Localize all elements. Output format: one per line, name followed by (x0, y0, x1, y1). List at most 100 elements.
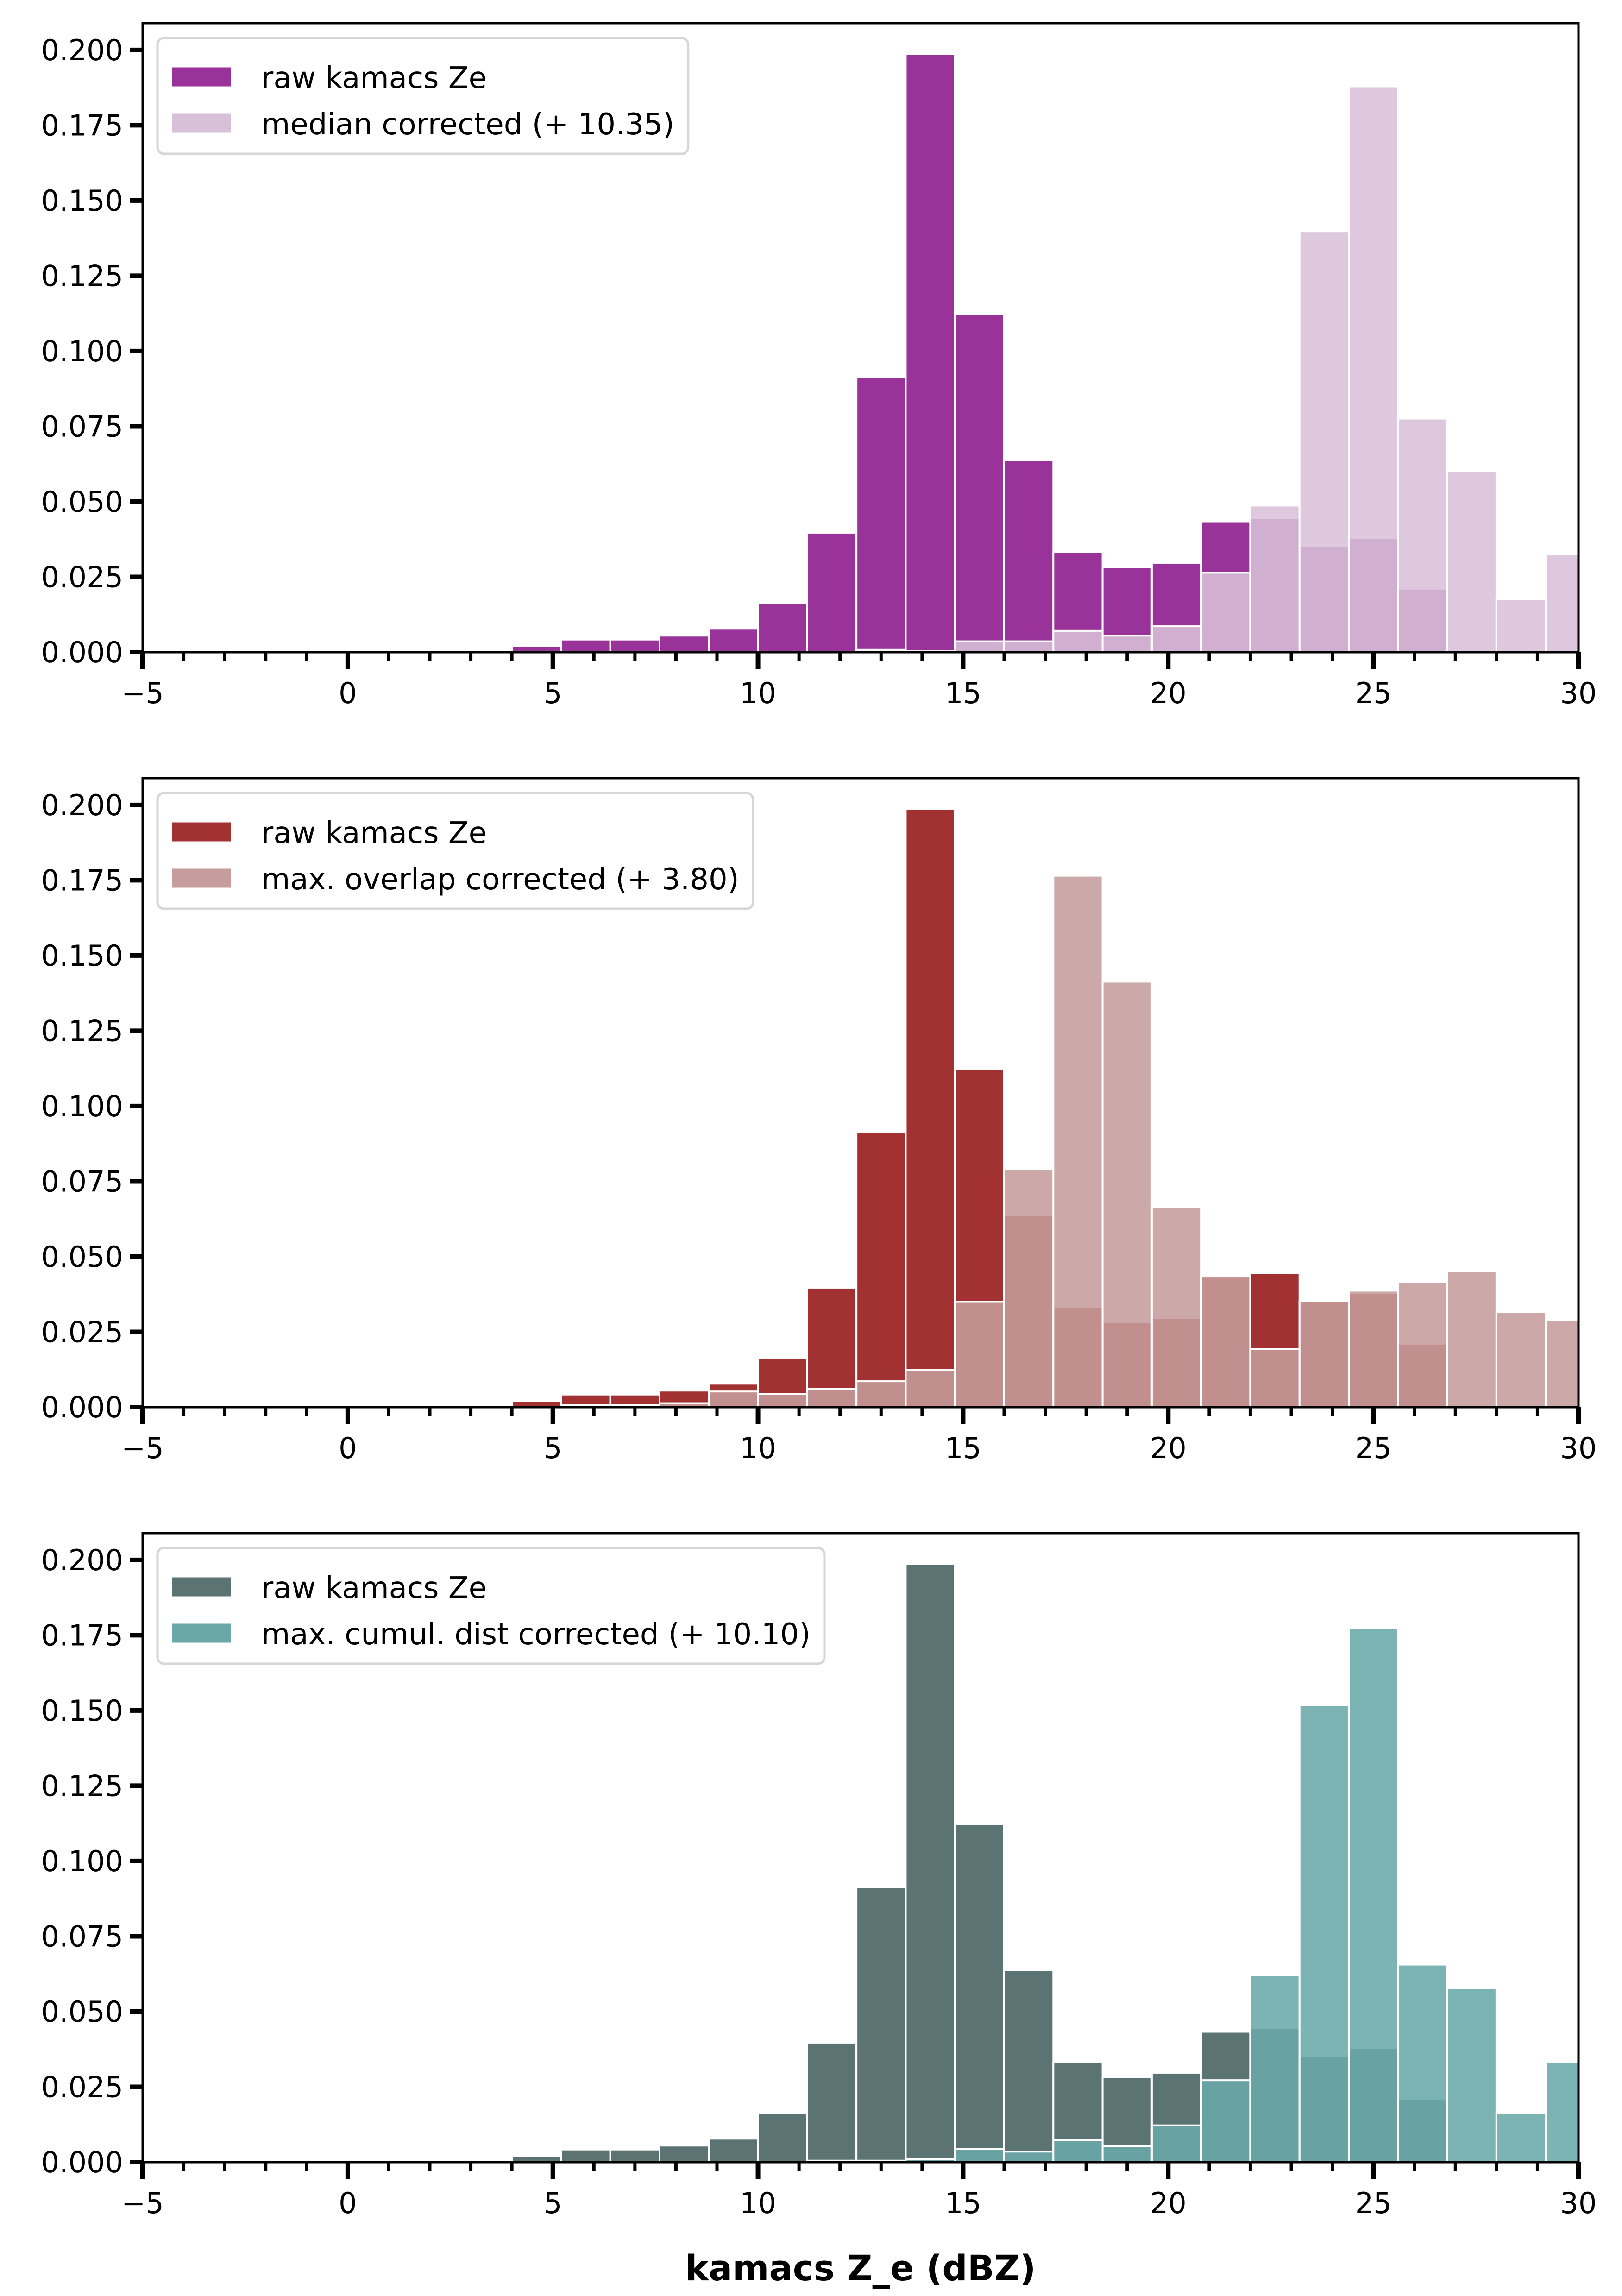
bar-raw (905, 1563, 956, 2162)
bar-raw (708, 628, 759, 652)
y-tick-label: 0.000 (41, 2145, 124, 2179)
bar-corrected (1150, 2124, 1202, 2162)
axis-ticks: −5 0 5 10 15 20 25 30 0.000 0.025 0.050 0.075 0.100 0… (41, 1543, 1597, 2220)
legend-label-corrected: max. overlap corrected (+ 3.80) (261, 862, 739, 897)
x-tick-label: 5 (544, 676, 562, 710)
legend: raw kamacs Ze median corrected (+ 10.35) (156, 37, 690, 155)
bars-group (461, 1563, 1578, 2162)
legend-swatch-raw (170, 1576, 233, 1598)
y-tick-label: 0.175 (41, 1618, 124, 1652)
legend-swatch-raw (170, 66, 233, 88)
y-tick-label: 0.150 (41, 939, 124, 973)
legend-label-raw: raw kamacs Ze (261, 1571, 487, 1605)
bar-corrected (1495, 2112, 1547, 2162)
y-tick-label: 0.000 (41, 635, 124, 669)
bar-raw (560, 638, 611, 652)
bar-raw (806, 2041, 858, 2162)
bar-raw (659, 635, 710, 652)
legend-swatch-corrected (170, 1622, 233, 1644)
axis-ticks: −5 0 5 10 15 20 25 30 0.000 0.025 0.050 0.075 0.100 0… (41, 788, 1597, 1465)
bar-corrected (1101, 635, 1153, 652)
bar-corrected (1348, 1627, 1399, 2162)
y-tick-label: 0.175 (41, 108, 124, 142)
bar-raw (1003, 459, 1055, 652)
panel-middle: −5 0 5 10 15 20 25 30 0.000 0.025 0.050 0.075 0.100 0… (41, 777, 1597, 1465)
y-tick-label: 0.050 (41, 1240, 124, 1274)
y-tick-label: 0.025 (41, 2070, 124, 2104)
legend-box (156, 1547, 826, 1665)
x-tick-label: 25 (1355, 1431, 1392, 1465)
bar-raw (905, 808, 956, 1407)
x-tick-label: 25 (1355, 2186, 1392, 2220)
bar-raw (855, 1131, 907, 1407)
legend-label-corrected: max. cumul. dist corrected (+ 10.10) (261, 1617, 811, 1652)
panel-bottom: −5 0 5 10 15 20 25 30 0.000 0.025 0.050 0.075 0.100 0… (41, 1532, 1597, 2289)
x-tick-label: 0 (339, 676, 357, 710)
bar-corrected (1298, 1704, 1350, 2162)
bar-corrected (1200, 1274, 1251, 1407)
bar-raw (905, 53, 956, 652)
x-tick-label: 25 (1355, 676, 1392, 710)
x-tick-label: 15 (945, 1431, 981, 1465)
bar-corrected (1150, 1207, 1202, 1407)
y-tick-label: 0.075 (41, 1919, 124, 1953)
y-tick-label: 0.200 (41, 33, 124, 67)
x-tick-label: 30 (1560, 1431, 1597, 1465)
legend: raw kamacs Ze max. cumul. dist corrected… (156, 1547, 826, 1665)
x-tick-label: 20 (1150, 676, 1187, 710)
y-tick-label: 0.150 (41, 1694, 124, 1728)
bar-corrected (1495, 1311, 1547, 1407)
axes-frame (141, 22, 1580, 654)
bar-corrected (1495, 598, 1547, 652)
bar-corrected (1545, 553, 1578, 652)
y-tick-label: 0.125 (41, 1769, 124, 1803)
legend-label-raw: raw kamacs Ze (261, 61, 487, 95)
y-tick-label: 0.125 (41, 1014, 124, 1048)
x-tick-label: 10 (740, 676, 776, 710)
bar-corrected (708, 1390, 759, 1407)
x-tick-label: 20 (1150, 1431, 1187, 1465)
x-tick-label: 0 (339, 1431, 357, 1465)
bar-corrected (1348, 1290, 1399, 1407)
bar-corrected (1446, 470, 1497, 652)
bar-corrected (855, 1380, 907, 1407)
bar-corrected (1052, 2139, 1104, 2162)
bar-raw (757, 602, 808, 652)
bar-corrected (1446, 1987, 1497, 2162)
x-tick-label: 30 (1560, 676, 1597, 710)
x-tick-label: 0 (339, 2186, 357, 2220)
bar-corrected (905, 1369, 956, 1407)
bar-raw (609, 2148, 660, 2162)
bar-corrected (1200, 572, 1251, 652)
x-tick-label: −5 (121, 2186, 163, 2220)
bar-raw (954, 313, 1006, 652)
y-tick-label: 0.100 (41, 1844, 124, 1878)
bar-corrected (1397, 1963, 1448, 2162)
x-axis-label: kamacs Z_e (dBZ) (685, 2247, 1036, 2289)
x-tick-label: 10 (740, 2186, 776, 2220)
bar-corrected (1298, 230, 1350, 652)
y-tick-label: 0.075 (41, 409, 124, 443)
legend-label-corrected: median corrected (+ 10.35) (261, 107, 674, 142)
bars-group (461, 808, 1578, 1407)
bar-corrected (1397, 417, 1448, 652)
x-tick-label: 15 (945, 676, 981, 710)
bar-corrected (1003, 640, 1055, 652)
bar-raw (560, 2148, 611, 2162)
bar-raw (609, 638, 660, 652)
bar-corrected (757, 1393, 808, 1407)
x-tick-label: −5 (121, 676, 163, 710)
y-tick-label: 0.075 (41, 1164, 124, 1198)
x-tick-label: −5 (121, 1431, 163, 1465)
y-tick-label: 0.025 (41, 1315, 124, 1349)
x-tick-label: 15 (945, 2186, 981, 2220)
bar-raw (659, 2145, 710, 2162)
y-tick-label: 0.200 (41, 788, 124, 822)
panel-top: −5 0 5 10 15 20 25 30 0.000 0.025 0.050 0.075 0.100 0… (41, 22, 1597, 710)
bar-corrected (1052, 874, 1104, 1407)
bar-raw (806, 531, 858, 652)
bar-corrected (1003, 2151, 1055, 2162)
bar-corrected (954, 2148, 1006, 2162)
x-tick-label: 20 (1150, 2186, 1187, 2220)
